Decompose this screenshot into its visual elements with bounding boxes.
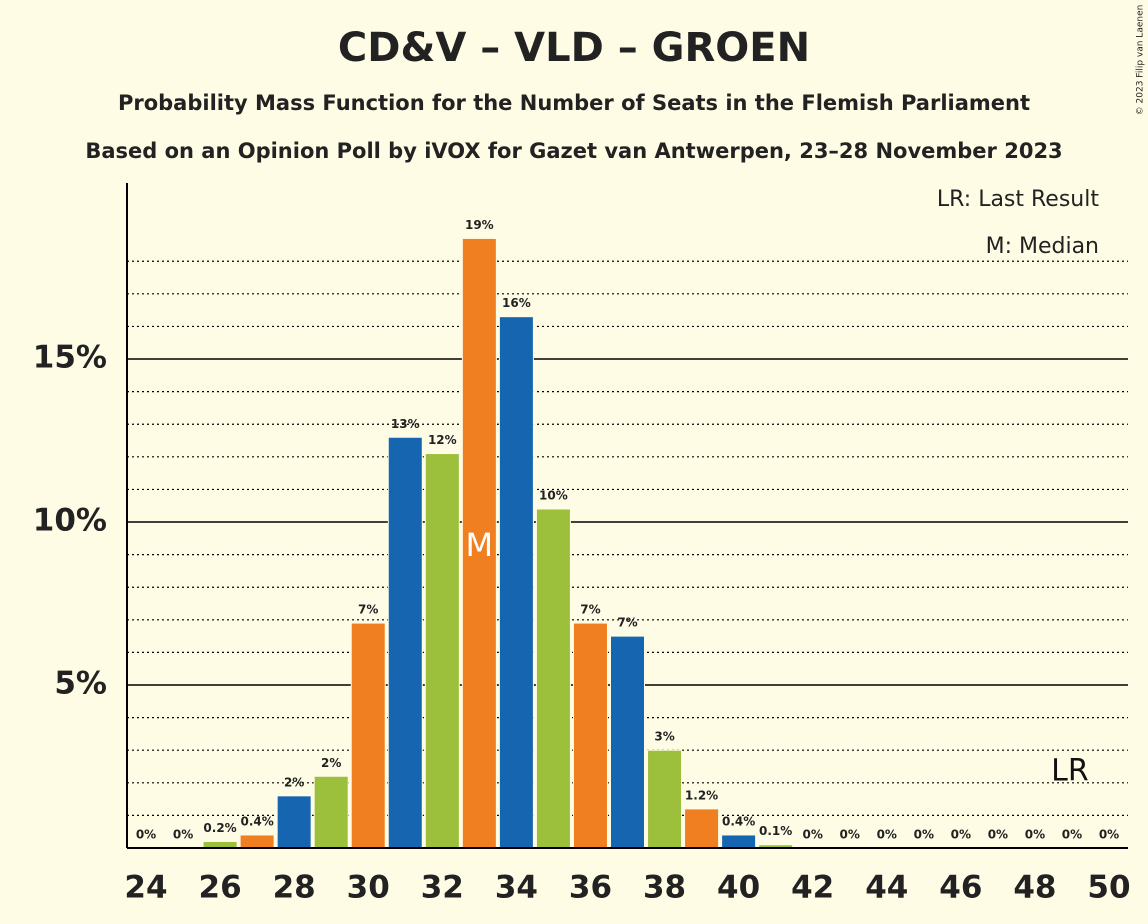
x-tick-label: 34 (495, 870, 538, 906)
x-tick-label: 42 (791, 870, 834, 906)
bar (721, 834, 757, 849)
x-tick-label: 38 (643, 870, 686, 906)
copyright: © 2023 Filip van Laenen (1136, 5, 1146, 116)
x-tick-label: 30 (347, 870, 390, 906)
bar (535, 508, 571, 849)
value-label: 10% (539, 488, 568, 502)
value-label: 0% (803, 828, 823, 842)
value-label: 7% (617, 616, 637, 630)
bar (350, 622, 386, 849)
legend-entry: M: Median (986, 234, 1099, 259)
bar (572, 622, 608, 849)
value-label: 2% (284, 775, 304, 789)
value-label: 0% (951, 828, 971, 842)
value-label: 1.2% (685, 788, 718, 802)
x-tick-label: 50 (1087, 870, 1130, 906)
x-tick-label: 48 (1013, 870, 1056, 906)
x-tick-label: 32 (421, 870, 464, 906)
value-label: 16% (502, 296, 531, 310)
value-label: 0% (1062, 828, 1082, 842)
bar (461, 237, 497, 849)
value-label: 0.4% (240, 814, 273, 828)
chart-title: CD&V – VLD – GROEN (338, 25, 810, 71)
x-tick-label: 28 (273, 870, 316, 906)
annotation: LR (1051, 754, 1089, 789)
value-label: 12% (428, 433, 457, 447)
value-label: 0.2% (203, 821, 236, 835)
bar (498, 316, 534, 849)
value-label: 13% (391, 417, 420, 431)
x-tick-label: 40 (717, 870, 760, 906)
x-tick-label: 26 (199, 870, 242, 906)
chart-subtitle: Probability Mass Function for the Number… (118, 91, 1030, 115)
bar (313, 775, 349, 849)
x-tick-label: 46 (939, 870, 982, 906)
value-label: 19% (465, 218, 494, 232)
chart-subtitle: Based on an Opinion Poll by iVOX for Gaz… (85, 139, 1062, 163)
bar (387, 436, 423, 849)
value-label: 3% (654, 730, 674, 744)
legend-entry: LR: Last Result (937, 187, 1099, 212)
value-label: 0% (173, 828, 193, 842)
annotation: M (466, 526, 494, 564)
bar (424, 453, 460, 849)
value-label: 7% (358, 603, 378, 617)
bar (239, 834, 275, 849)
y-tick-label: 5% (54, 666, 107, 702)
value-label: 7% (580, 603, 600, 617)
x-tick-label: 44 (865, 870, 908, 906)
value-label: 0% (988, 828, 1008, 842)
value-label: 0% (914, 828, 934, 842)
value-label: 0% (1099, 828, 1119, 842)
y-tick-label: 15% (33, 340, 107, 376)
bar (684, 808, 720, 849)
value-label: 0.4% (722, 814, 755, 828)
x-tick-label: 24 (124, 870, 167, 906)
x-tick-label: 36 (569, 870, 612, 906)
value-label: 0% (877, 828, 897, 842)
value-label: 0% (136, 828, 156, 842)
bar (610, 635, 645, 849)
y-tick-label: 10% (33, 503, 107, 539)
bar (647, 749, 683, 849)
value-label: 0% (840, 828, 860, 842)
value-label: 0.1% (759, 824, 792, 838)
value-label: 2% (321, 756, 341, 770)
bar (276, 795, 312, 849)
value-label: 0% (1025, 828, 1045, 842)
